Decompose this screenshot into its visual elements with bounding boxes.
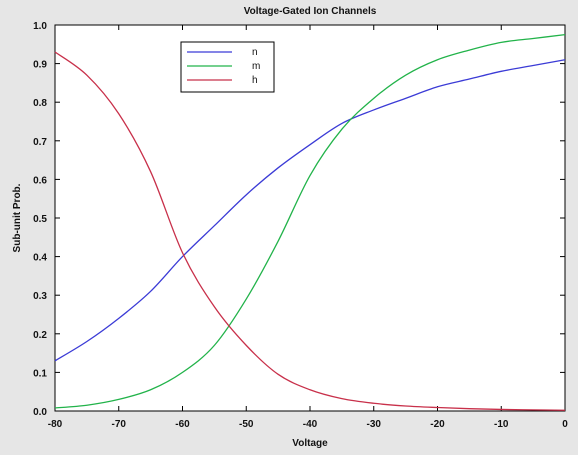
x-tick-label: -50: [239, 419, 254, 430]
axis-ticks: -80 -70 -60 -50 -40 -30 -20 -10 0 0.0 0.1 0.2 0.3 0.4…: [33, 21, 568, 430]
series-lines: [54, 34, 566, 411]
y-tick-label: 0.5: [33, 214, 47, 225]
x-tick-label: -30: [367, 419, 382, 430]
y-tick-label: 0.3: [33, 291, 47, 302]
y-tick-label: 0.9: [33, 60, 47, 71]
legend-label-h: h: [252, 75, 258, 86]
y-tick-label: 0.8: [33, 98, 47, 109]
x-axis-label: Voltage: [292, 438, 328, 449]
x-tick-label: -20: [430, 419, 445, 430]
x-tick-label: -10: [494, 419, 509, 430]
series-line-h: [54, 51, 566, 411]
legend-label-m: m: [252, 61, 260, 72]
y-tick-label: 0.0: [33, 407, 47, 418]
plot-area: [54, 24, 566, 412]
chart-title: Voltage-Gated Ion Channels: [244, 6, 377, 17]
legend-label-n: n: [252, 47, 258, 58]
x-tick-label: -60: [175, 419, 190, 430]
y-tick-label: 0.4: [33, 253, 47, 264]
x-tick-label: 0: [562, 419, 568, 430]
y-tick-label: 1.0: [33, 21, 47, 32]
y-tick-label: 0.2: [33, 330, 47, 341]
y-tick-label: 0.6: [33, 175, 47, 186]
legend-box: [180, 41, 275, 93]
series-line-m: [54, 34, 566, 409]
y-tick-label: 0.1: [33, 368, 47, 379]
x-tick-label: -80: [48, 419, 63, 430]
legend: n m h: [180, 41, 275, 93]
y-tick-label: 0.7: [33, 137, 47, 148]
x-tick-label: -40: [303, 419, 318, 430]
x-tick-label: -70: [112, 419, 127, 430]
y-axis-label: Sub-unit Prob.: [12, 183, 23, 252]
series-line-n: [54, 59, 566, 362]
